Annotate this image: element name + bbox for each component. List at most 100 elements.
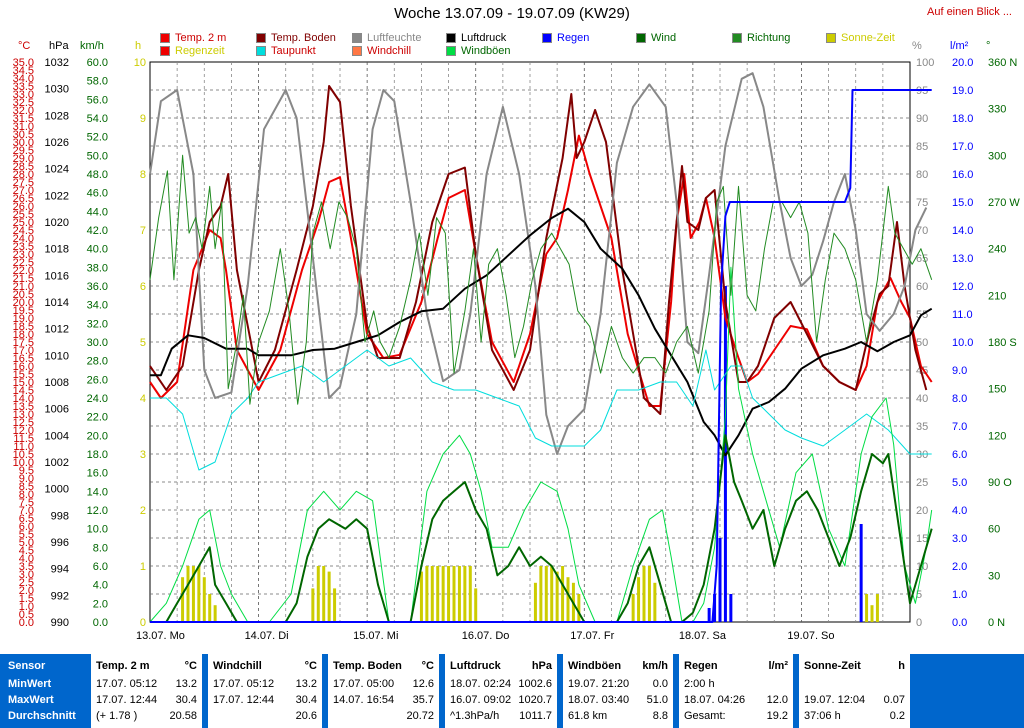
tick-label-speed: 2.0 [93, 598, 108, 610]
tick-label-temp: 6.0 [19, 521, 34, 533]
legend-label: Regenzeit [175, 45, 225, 57]
tick-label-percent: 70 [916, 225, 928, 237]
tick-label-rain: 18.0 [952, 113, 973, 125]
legend-item: Taupunkt [256, 45, 316, 57]
table-cell-label: 17.07. 12:44 [96, 694, 158, 706]
bar-sonne-zeit [647, 566, 651, 622]
tick-label-hours: 10 [134, 57, 146, 69]
tick-label-temp: 0.5 [19, 609, 34, 621]
tick-label-speed: 16.0 [87, 468, 108, 480]
table-column-unit: °C [184, 660, 197, 672]
tick-label-temp: 24.5 [13, 225, 34, 237]
table-column-head: Regen [684, 660, 718, 672]
legend-item: Luftfeuchte [352, 32, 421, 44]
tick-label-dir: 210 [988, 290, 1006, 302]
x-tick-label: 13.07. Mo [136, 630, 185, 642]
table-cell-value: 1011.7 [519, 710, 552, 722]
tick-label-hours: 1 [140, 561, 146, 573]
tick-label-hours: 6 [140, 281, 146, 293]
bar-sonne-zeit [447, 566, 451, 622]
series-temp-boden [149, 85, 928, 415]
tick-label-speed: 14.0 [87, 486, 108, 498]
table-cell-label: 17.07. 05:12 [96, 678, 158, 690]
tick-label-temp: 10.5 [13, 449, 34, 461]
tick-label-temp: 13.0 [13, 409, 34, 421]
tick-label-speed: 26.0 [87, 374, 108, 386]
tick-label-speed: 40.0 [87, 244, 108, 256]
tick-label-speed: 22.0 [87, 412, 108, 424]
tick-label-temp: 5.5 [19, 529, 34, 541]
chart-axes: 0.00.51.01.52.02.53.03.54.04.55.05.56.06… [13, 57, 1021, 642]
bar-regen [718, 538, 722, 622]
legend-item: Regen [542, 32, 589, 44]
tick-label-temp: 31.0 [13, 121, 34, 133]
sensor-column: Sensor MinWert MaxWert Durchschnitt [0, 654, 88, 728]
tick-label-temp: 18.0 [13, 329, 34, 341]
legend-label: Temp. 2 m [175, 32, 227, 44]
tick-label-speed: 24.0 [87, 393, 108, 405]
bar-sonne-zeit [202, 577, 206, 622]
table-column: Luftdruck hPa 18.07. 02:24 1002.6 16.07. 09:… [442, 654, 557, 728]
tick-label-rain: 17.0 [952, 141, 973, 153]
tick-label-temp: 12.5 [13, 417, 34, 429]
tick-label-press: 1028 [45, 110, 69, 122]
legend-swatch [446, 46, 456, 56]
table-cell-label: 17.07. 12:44 [213, 694, 275, 706]
series-luftdruck [150, 207, 933, 457]
table-cell-value: 35.7 [412, 694, 434, 706]
bar-sonne-zeit [311, 588, 315, 622]
tick-label-rain: 19.0 [952, 85, 973, 97]
overview-link[interactable]: Auf einen Blick ... [927, 6, 1012, 18]
table-cell-label: 18.07. 02:24 [450, 678, 512, 690]
tick-label-speed: 0.0 [93, 617, 108, 629]
tick-label-percent: 5 [916, 589, 922, 601]
legend-label: Richtung [747, 32, 791, 44]
tick-label-dir: 270 W [988, 197, 1020, 209]
table-column-unit: hPa [531, 660, 552, 672]
bar-sonne-zeit [566, 577, 570, 622]
tick-label-speed: 56.0 [87, 94, 108, 106]
tick-label-temp: 16.5 [13, 353, 34, 365]
table-cell-value: 20.72 [406, 710, 434, 722]
table-cell-label: 61.8 km [568, 710, 608, 722]
legend-swatch [256, 46, 266, 56]
tick-label-hours: 0 [140, 617, 146, 629]
table-column-unit: h [898, 660, 905, 672]
legend-item: Richtung [732, 32, 790, 44]
tick-label-rain: 11.0 [952, 309, 973, 321]
bar-sonne-zeit [436, 566, 440, 622]
bar-sonne-zeit [539, 566, 543, 622]
bar-sonne-zeit [419, 571, 423, 622]
tick-label-rain: 6.0 [952, 449, 967, 461]
tick-label-temp: 21.0 [13, 281, 34, 293]
tick-label-speed: 44.0 [87, 206, 108, 218]
tick-label-speed: 36.0 [87, 281, 108, 293]
tick-label-speed: 30.0 [87, 337, 108, 349]
bar-sonne-zeit [208, 594, 212, 622]
table-column: Sonne-Zeit h 19.07. 12:04 0.07 37:06 h 0.2 [796, 654, 910, 728]
table-column: Windböen km/h 19.07. 21:20 0.0 18.07. 03:40 5… [560, 654, 673, 728]
tick-label-rain: 10.0 [952, 337, 973, 349]
tick-label-temp: 21.5 [13, 273, 34, 285]
tick-label-temp: 16.0 [13, 361, 34, 373]
sensor-row-min: MinWert [8, 678, 52, 690]
bar-sonne-zeit [561, 566, 565, 622]
legend-item: Luftdruck [446, 32, 506, 44]
tick-label-percent: 60 [916, 281, 928, 293]
sensor-row-max: MaxWert [8, 694, 54, 706]
table-cell-label: 16.07. 09:02 [450, 694, 512, 706]
series-regen [150, 89, 932, 623]
table-cell-label: 14.07. 16:54 [333, 694, 395, 706]
legend-item: Windböen [446, 45, 511, 57]
tick-label-hours: 4 [140, 393, 146, 405]
bar-sonne-zeit [186, 566, 190, 622]
table-cell-value: 20.58 [169, 710, 197, 722]
tick-label-temp: 26.0 [13, 201, 34, 213]
bar-sonne-zeit [544, 566, 548, 622]
tick-label-press: 1020 [45, 217, 69, 229]
legend-swatch [352, 46, 362, 56]
table-column-head: Temp. Boden [333, 660, 402, 672]
legend-item: Wind [636, 32, 676, 44]
bar-sonne-zeit [425, 566, 429, 622]
bar-sonne-zeit [555, 571, 559, 622]
